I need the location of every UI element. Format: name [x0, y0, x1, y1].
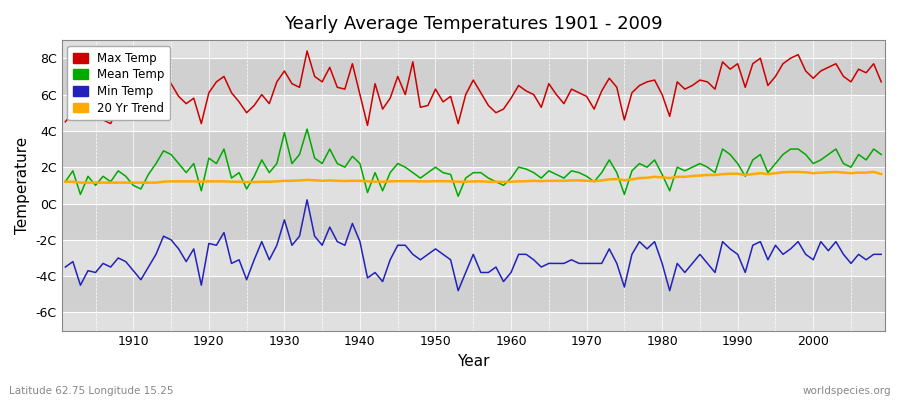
Y-axis label: Temperature: Temperature — [15, 137, 30, 234]
Legend: Max Temp, Mean Temp, Min Temp, 20 Yr Trend: Max Temp, Mean Temp, Min Temp, 20 Yr Tre… — [68, 46, 170, 120]
Bar — [61, 131, 885, 167]
Text: worldspecies.org: worldspecies.org — [803, 386, 891, 396]
X-axis label: Year: Year — [457, 354, 490, 369]
Bar — [61, 58, 885, 94]
Title: Yearly Average Temperatures 1901 - 2009: Yearly Average Temperatures 1901 - 2009 — [284, 15, 662, 33]
Bar — [61, 167, 885, 204]
Bar — [61, 276, 885, 312]
Bar — [61, 40, 885, 58]
Bar — [61, 312, 885, 330]
Bar — [61, 204, 885, 240]
Bar — [61, 94, 885, 131]
Text: Latitude 62.75 Longitude 15.25: Latitude 62.75 Longitude 15.25 — [9, 386, 174, 396]
Bar — [61, 240, 885, 276]
